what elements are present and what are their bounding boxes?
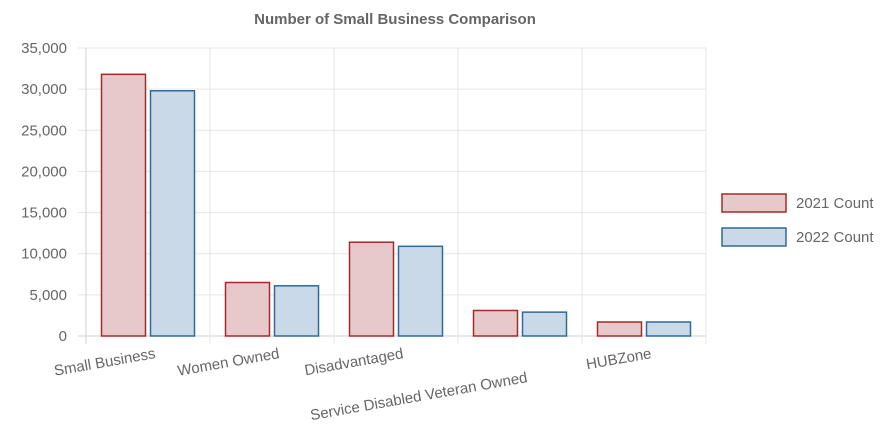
x-tick-label: Small Business bbox=[53, 345, 157, 380]
bar-2022[interactable] bbox=[397, 245, 444, 337]
bar-2021[interactable] bbox=[224, 281, 271, 337]
y-tick-label: 25,000 bbox=[21, 122, 67, 139]
x-tick-label: Women Owned bbox=[176, 345, 280, 380]
y-tick-label: 0 bbox=[59, 328, 67, 345]
bar-2022[interactable] bbox=[521, 311, 568, 337]
legend-swatch[interactable] bbox=[721, 227, 787, 247]
bar-2021[interactable] bbox=[596, 321, 643, 337]
bar-2021[interactable] bbox=[100, 73, 147, 337]
legend-swatch[interactable] bbox=[721, 193, 787, 213]
x-tick-label: Service Disabled Veteran Owned bbox=[309, 369, 529, 424]
bar-2022[interactable] bbox=[149, 90, 196, 337]
bars bbox=[100, 73, 692, 337]
x-axis-ticks: Small Business Women Owned DisadvantagedSe… bbox=[53, 345, 653, 424]
bar-2021[interactable] bbox=[472, 309, 519, 337]
y-axis-ticks: 0 5,000 10,000 15,000 20,000 25,000 30,000 35,0… bbox=[21, 40, 67, 345]
x-tick-label: HUBZone bbox=[585, 345, 653, 373]
bar-2022[interactable] bbox=[645, 321, 692, 337]
y-tick-label: 10,000 bbox=[21, 246, 67, 263]
y-tick-label: 35,000 bbox=[21, 40, 67, 57]
y-tick-label: 20,000 bbox=[21, 163, 67, 180]
x-tick-label: Disadvantaged bbox=[303, 345, 405, 379]
legend[interactable]: 2021 Count 2022 Count bbox=[721, 193, 874, 247]
y-tick-label: 15,000 bbox=[21, 205, 67, 222]
chart-title: Number of Small Business Comparison bbox=[254, 11, 536, 28]
y-tick-label: 5,000 bbox=[29, 287, 67, 304]
bar-2021[interactable] bbox=[348, 241, 395, 337]
bar-2022[interactable] bbox=[273, 285, 320, 337]
legend-label[interactable]: 2021 Count bbox=[796, 195, 874, 212]
y-tick-label: 30,000 bbox=[21, 81, 67, 98]
legend-label[interactable]: 2022 Count bbox=[796, 229, 874, 246]
